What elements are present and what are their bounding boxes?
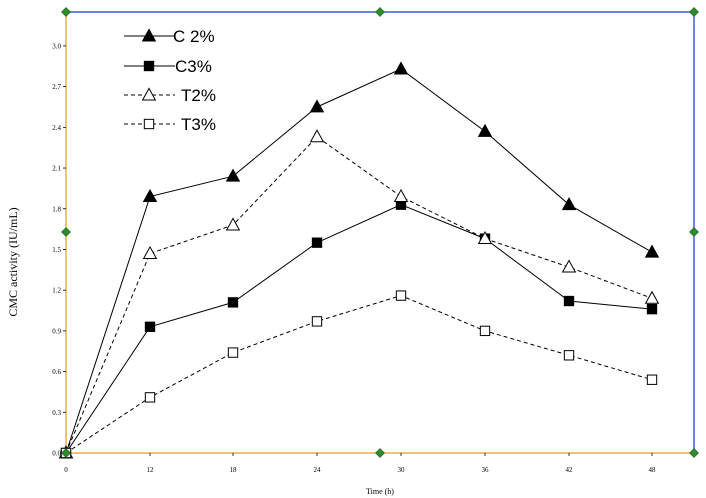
data-point [646,303,658,315]
data-point [225,217,241,231]
data-point [561,197,577,211]
data-point [477,230,493,245]
y-tick-label: 2.1 [52,165,61,173]
x-tick-label: 0 [64,466,68,474]
legend-label: T2% [181,86,216,105]
y-axis-title: CMC activity (IU/mL) [6,207,20,316]
data-point [393,188,409,202]
resize-handle[interactable] [375,7,385,17]
data-point [395,290,407,301]
legend-item-1: C 2% [124,27,215,46]
series-line [65,204,653,454]
y-tick-label: 1.8 [52,205,61,213]
data-point [644,244,660,258]
series-line [65,136,653,454]
y-tick-label: 0.0 [52,450,61,458]
y-tick-label: 1.5 [52,246,61,254]
legend-label: T3% [181,115,216,134]
y-tick-label: 1.2 [52,287,61,295]
legend-item-3: T2% [124,86,216,105]
x-tick-label: 48 [649,466,657,474]
resize-handle[interactable] [375,448,385,458]
legend-marker [143,118,155,130]
data-point [144,392,156,403]
y-tick-label: 3.0 [52,42,61,50]
legend-label: C3% [175,57,212,76]
data-point [309,129,325,143]
data-point [646,374,658,385]
selection-handles[interactable] [61,7,699,458]
legend: C 2% C3% T2% T3% [124,27,216,134]
data-point [225,168,241,182]
resize-handle[interactable] [61,448,71,458]
data-point [644,290,660,304]
data-point [477,123,493,137]
data-point [227,297,239,308]
data-point [563,295,575,307]
x-tick-label: 36 [482,466,490,474]
data-point [563,350,575,361]
x-tick-label: 24 [314,466,322,474]
data-point [227,347,239,358]
legend-item-2: C3% [124,57,212,76]
x-axis-title: Time (h) [366,487,394,496]
data-point [309,99,325,113]
x-tick-label: 12 [147,466,155,474]
y-tick-label: 0.6 [52,368,61,376]
resize-handle[interactable] [689,7,699,17]
series-3 [58,129,660,459]
data-point [311,316,323,327]
resize-handle[interactable] [61,7,71,17]
x-tick-label: 30 [398,466,406,474]
y-tick-label: 2.7 [52,83,61,91]
legend-marker [141,87,157,101]
data-point [479,325,491,337]
resize-handle[interactable] [61,227,71,237]
series-line [65,295,653,454]
data-point [142,188,158,202]
series-2 [60,199,658,459]
resize-handle[interactable] [689,448,699,458]
legend-marker [143,60,155,72]
resize-handle[interactable] [689,227,699,237]
series-layer [58,61,660,459]
x-tick-label: 42 [566,466,574,474]
x-tick-label: 18 [230,466,238,474]
series-4 [60,290,658,459]
data-point [142,245,158,259]
legend-item-4: T3% [124,115,216,134]
legend-marker [141,28,157,42]
data-point [144,321,156,332]
data-point [561,259,577,273]
y-tick-label: 0.3 [52,409,61,417]
y-tick-label: 2.4 [52,124,61,132]
y-tick-label: 0.9 [52,327,61,335]
series-line [65,68,653,454]
legend-label: C 2% [173,27,215,46]
data-point [393,61,409,75]
data-point [311,237,323,248]
